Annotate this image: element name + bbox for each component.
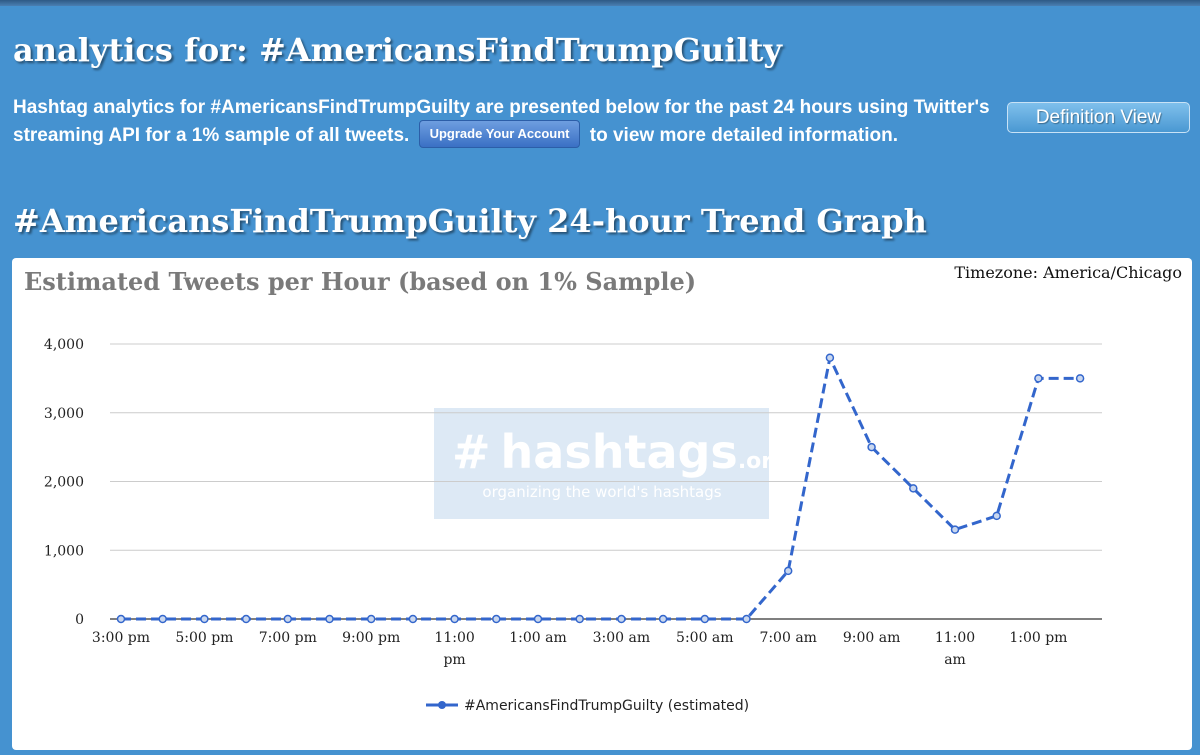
data-point[interactable] [158, 614, 167, 624]
data-point[interactable] [992, 511, 1001, 521]
data-point[interactable] [408, 614, 418, 624]
intro-paragraph: Hashtag analytics for #AmericansFindTrum… [13, 94, 1003, 150]
definition-view-button[interactable]: Definition View [1007, 102, 1190, 133]
x-tick-label: 9:00 am [843, 630, 901, 646]
timezone-label: Timezone: America/Chicago [954, 263, 1182, 282]
intro-text-continued: to view more detailed information. [589, 125, 899, 147]
data-point[interactable] [909, 484, 918, 493]
trend-chart-panel: # hashtags.org organizing the world's has… [12, 258, 1192, 750]
data-point[interactable] [658, 614, 668, 624]
data-point[interactable] [867, 442, 876, 452]
top-border [0, 0, 1200, 6]
y-tick-label: 2,000 [44, 475, 84, 491]
legend-label[interactable]: #AmericansFindTrumpGuilty (estimated) [464, 698, 749, 714]
data-point[interactable] [200, 614, 209, 624]
data-point[interactable] [116, 614, 126, 624]
data-point[interactable] [533, 614, 543, 624]
data-point[interactable] [742, 614, 751, 624]
data-point[interactable] [825, 353, 835, 362]
data-point[interactable] [783, 566, 793, 576]
page-title: analytics for: #AmericansFindTrumpGuilty [13, 31, 782, 69]
x-axis-labels: 3:00 pm 5:00 pm 7:00 pm 9:00 pm 11:00 pm 1:00 … [92, 630, 1068, 668]
watermark-logo: # hashtags.org [452, 425, 788, 479]
data-point[interactable] [1075, 374, 1085, 383]
y-tick-label: 3,000 [44, 406, 84, 422]
chart-legend: #AmericansFindTrumpGuilty (estimated) [426, 698, 749, 714]
x-tick-label: 11:00 am [935, 630, 975, 668]
x-tick-label: 7:00 am [759, 630, 817, 646]
data-point[interactable] [283, 614, 293, 624]
trend-chart: # hashtags.org organizing the world's has… [44, 337, 1102, 714]
x-tick-label: 3:00 am [593, 630, 651, 646]
data-point[interactable] [325, 614, 334, 624]
data-point[interactable] [575, 614, 584, 624]
legend-marker [438, 701, 446, 709]
x-tick-label: 9:00 pm [342, 630, 400, 646]
x-tick-label: 11:00 pm [434, 630, 474, 668]
chart-title: Estimated Tweets per Hour (based on 1% S… [24, 267, 697, 296]
chart-gridlines [110, 343, 1102, 620]
x-tick-label: 5:00 am [676, 630, 734, 646]
y-tick-label: 0 [75, 612, 84, 628]
data-point[interactable] [1034, 374, 1043, 383]
data-point[interactable] [700, 614, 710, 624]
series-line [121, 356, 1081, 621]
hashtags-watermark: # hashtags.org organizing the world's has… [434, 408, 788, 519]
x-tick-label: 3:00 pm [92, 630, 150, 646]
watermark-tagline: organizing the world's hashtags [482, 483, 721, 501]
data-point[interactable] [450, 614, 459, 624]
x-tick-label: 1:00 am [509, 630, 567, 646]
intro-text: Hashtag analytics for #AmericansFindTrum… [13, 97, 990, 147]
x-tick-label: 5:00 pm [175, 630, 233, 646]
watermark-background [434, 408, 769, 519]
y-tick-label: 4,000 [44, 337, 84, 353]
y-tick-label: 1,000 [44, 543, 84, 559]
data-point[interactable] [617, 614, 626, 624]
trend-graph-heading: #AmericansFindTrumpGuilty 24-hour Trend … [13, 202, 927, 240]
data-point[interactable] [241, 614, 251, 624]
data-point[interactable] [950, 525, 960, 534]
x-tick-label: 1:00 pm [1009, 630, 1067, 646]
data-point[interactable] [366, 614, 376, 624]
data-point[interactable] [492, 614, 501, 624]
series-layer [116, 353, 1085, 624]
x-tick-label: 7:00 pm [259, 630, 317, 646]
y-axis-labels: 0 1,000 2,000 3,000 4,000 [44, 337, 84, 628]
upgrade-account-button[interactable]: Upgrade Your Account [418, 120, 581, 148]
